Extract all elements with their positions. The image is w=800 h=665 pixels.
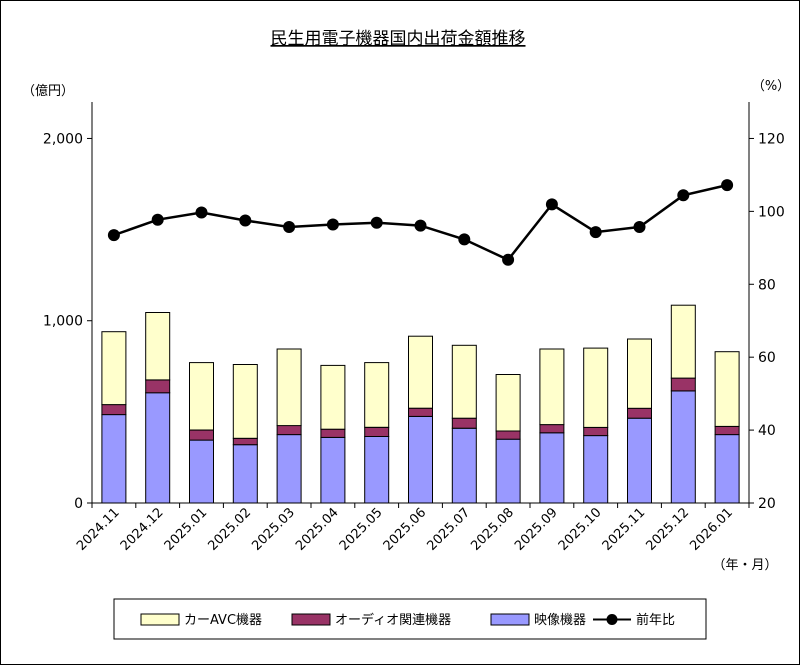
yoy-point-2025.12: [677, 189, 690, 202]
x-tick-label-2025.09: 2025.09: [512, 505, 561, 554]
bar-1-2025.11: [627, 407, 652, 419]
bar-1-2025.06: [408, 407, 433, 417]
right-axis-unit: （%）: [752, 79, 790, 94]
bar-2-2025.02: [232, 364, 258, 439]
bar-1-2025.02: [232, 437, 258, 446]
x-tick-label-2025.07: 2025.07: [425, 505, 474, 554]
bar-0-2025.12: [670, 390, 696, 504]
x-tick-label-2026.01: 2026.01: [687, 505, 736, 554]
bar-1-2024.11: [101, 404, 127, 416]
bar-1-2026.01: [714, 425, 740, 436]
x-tick-label-2025.03: 2025.03: [249, 505, 298, 554]
bar-0-2024.12: [145, 392, 171, 504]
x-tick-label-2025.11: 2025.11: [600, 505, 649, 554]
bar-0-2025.06: [408, 415, 433, 504]
bar-0-2025.08: [495, 438, 521, 504]
yoy-point-2024.12: [151, 213, 164, 226]
right-tick-label-120: 120: [758, 131, 785, 147]
x-tick-label-2025.02: 2025.02: [206, 505, 255, 554]
bar-1-2025.05: [364, 426, 390, 437]
bar-2-2026.01: [714, 351, 740, 427]
yoy-point-2025.02: [239, 214, 252, 227]
yoy-point-2025.01: [195, 206, 208, 219]
bar-0-2025.07: [451, 427, 477, 504]
yoy-point-2025.06: [414, 219, 427, 232]
bar-0-2025.10: [583, 435, 609, 504]
x-tick-label-2025.12: 2025.12: [644, 505, 693, 554]
yoy-point-2025.07: [458, 233, 471, 246]
bar-1-2024.12: [145, 379, 171, 394]
left-tick-label-1000: 1,000: [43, 314, 83, 330]
x-tick-label-2025.06: 2025.06: [381, 505, 430, 554]
legend-label-yoy: 前年比: [636, 612, 675, 628]
bar-2-2024.11: [101, 331, 127, 406]
bar-2-2025.07: [451, 344, 477, 419]
x-tick-label-2025.04: 2025.04: [293, 505, 342, 554]
bar-0-2025.11: [627, 417, 652, 504]
legend-label-car-avc: カーAVC機器: [184, 613, 262, 628]
right-tick-label-100: 100: [758, 204, 785, 220]
bar-0-2025.09: [539, 432, 565, 504]
bar-0-2025.02: [232, 444, 258, 504]
bar-2-2025.11: [627, 338, 652, 409]
bar-1-2025.04: [320, 428, 346, 438]
legend-swatch-video: [490, 613, 530, 626]
yoy-point-2026.01: [721, 179, 734, 192]
legend-swatch-audio: [291, 613, 331, 626]
bar-2-2025.06: [408, 335, 433, 409]
yoy-point-2025.04: [326, 218, 339, 231]
legend-swatch-car-avc: [140, 613, 180, 626]
left-axis-unit: （億円）: [22, 83, 74, 99]
legend-label-video: 映像機器: [534, 613, 586, 628]
x-axis-unit: （年・月）: [712, 558, 777, 573]
x-tick-label-2025.08: 2025.08: [468, 505, 517, 554]
bar-1-2025.12: [670, 377, 696, 392]
right-tick-label-20: 20: [758, 496, 776, 512]
x-tick-label-2025.01: 2025.01: [162, 505, 211, 554]
bar-2-2025.09: [539, 348, 565, 426]
yoy-point-2024.11: [107, 229, 120, 242]
x-tick-label-2024.12: 2024.12: [118, 505, 167, 554]
bar-1-2025.01: [189, 429, 214, 441]
bar-0-2024.11: [101, 414, 127, 504]
yoy-point-2025.11: [633, 221, 646, 233]
bar-2-2025.12: [670, 304, 696, 379]
bar-2-2025.03: [276, 348, 302, 427]
yoy-point-2025.09: [545, 198, 558, 211]
right-tick-label-60: 60: [758, 350, 776, 366]
yoy-point-2025.08: [502, 253, 515, 266]
bar-1-2025.07: [451, 417, 477, 429]
bar-0-2025.01: [189, 439, 214, 504]
x-tick-label-2025.05: 2025.05: [337, 505, 386, 554]
left-tick-label-0: 0: [74, 496, 83, 512]
bar-2-2025.05: [364, 362, 390, 428]
bar-1-2025.03: [276, 425, 302, 436]
bar-2-2025.10: [583, 347, 609, 428]
bar-2-2025.01: [189, 362, 214, 431]
x-tick-label-2025.10: 2025.10: [556, 505, 605, 554]
legend-marker-yoy: [606, 614, 618, 625]
legend: カーAVC機器 オーディオ関連機器 映像機器 前年比: [113, 598, 707, 640]
yoy-point-2025.10: [589, 226, 602, 239]
bar-2-2025.08: [495, 374, 521, 432]
left-tick-label-2000: 2,000: [43, 131, 83, 147]
right-tick-label-40: 40: [758, 423, 776, 439]
bar-2-2024.12: [145, 312, 171, 381]
yoy-point-2025.03: [283, 221, 296, 233]
chart-title: 民生用電子機器国内出荷金額推移: [271, 29, 526, 49]
bar-1-2025.09: [539, 424, 565, 434]
bar-0-2025.03: [276, 434, 302, 504]
bar-1-2025.08: [495, 430, 521, 440]
bar-1-2025.10: [583, 426, 609, 437]
x-tick-label-2024.11: 2024.11: [74, 505, 123, 554]
bar-0-2026.01: [714, 434, 740, 504]
right-tick-label-80: 80: [758, 277, 776, 293]
bar-2-2025.04: [320, 364, 346, 430]
bar-0-2025.05: [364, 436, 390, 504]
yoy-point-2025.05: [370, 216, 383, 229]
legend-label-audio: オーディオ関連機器: [335, 612, 451, 628]
bar-0-2025.04: [320, 436, 346, 504]
